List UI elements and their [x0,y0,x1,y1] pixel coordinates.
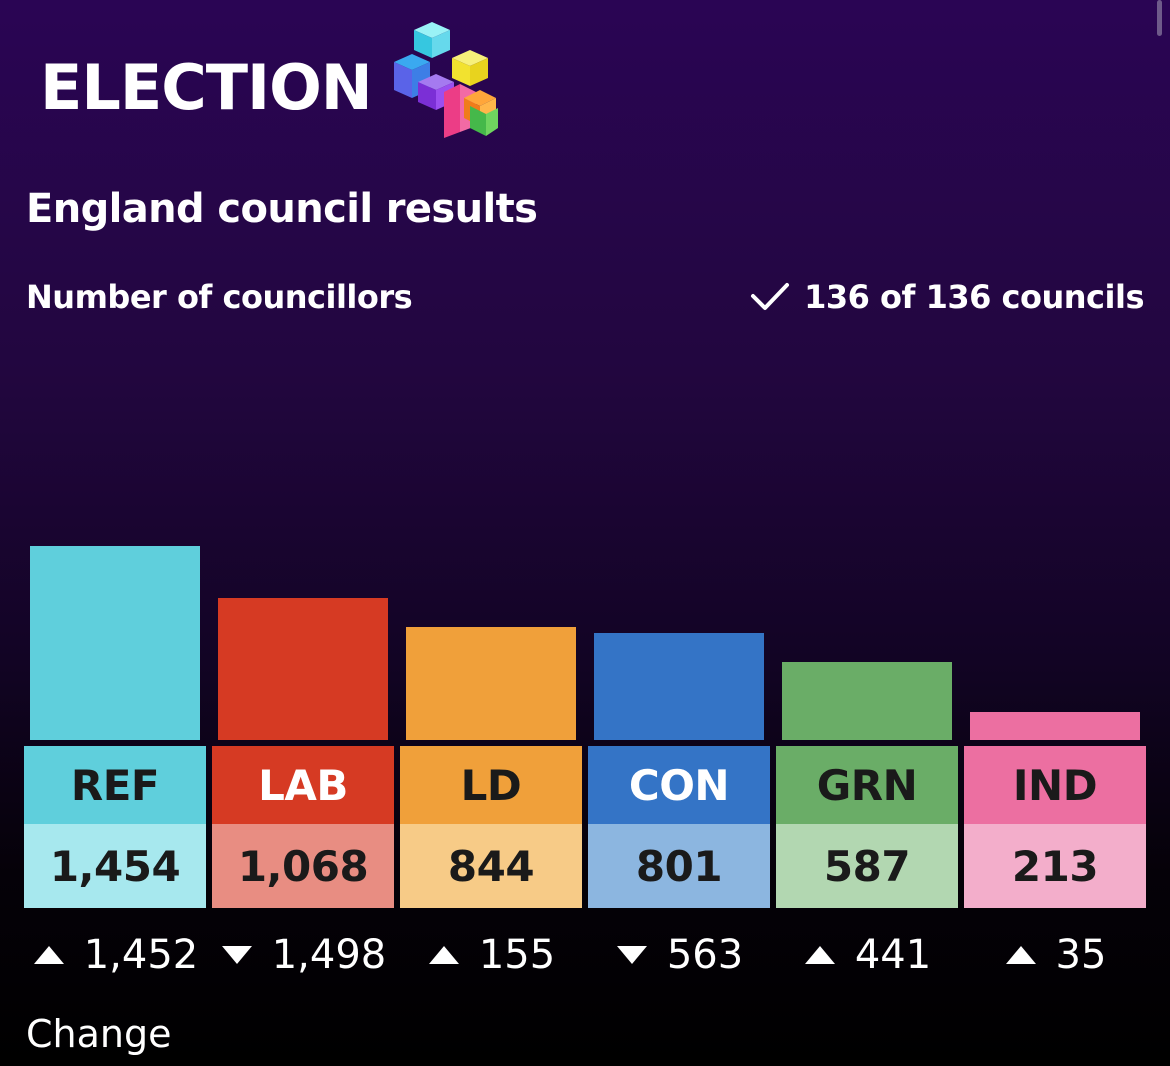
bar-ld [406,627,576,740]
party-box-grn: GRN 587 [776,746,958,908]
triangle-up-icon [428,946,459,964]
party-box-con: CON 801 [588,746,770,908]
chart-title: England council results [26,186,538,232]
councillor-count: 1,454 [24,824,206,908]
councillor-count: 1,068 [212,824,394,908]
change-value: 441 [854,932,932,978]
councillor-count: 801 [588,824,770,908]
party-label: REF [24,746,206,824]
party-label: GRN [776,746,958,824]
change-caption: Change [26,1012,172,1056]
party-label: LD [400,746,582,824]
chart-subtitle: Number of councillors [26,278,413,316]
change-con: 563 [585,928,773,982]
triangle-down-icon [616,946,647,964]
change-ld: 155 [397,928,585,982]
party-label: CON [588,746,770,824]
party-box-ind: IND 213 [964,746,1146,908]
party-box-lab: LAB 1,068 [212,746,394,908]
check-icon [751,283,790,310]
change-value: 155 [478,932,556,978]
brand-title: ELECTION [40,51,373,124]
change-grn: 441 [773,928,961,982]
change-value: 35 [1055,932,1107,978]
change-value: 563 [666,932,744,978]
party-label: LAB [212,746,394,824]
change-value: 1,498 [271,932,387,978]
scrollbar[interactable] [1157,0,1162,36]
triangle-up-icon [33,946,64,964]
bar-ind [970,712,1140,740]
party-box-ref: REF 1,454 [24,746,206,908]
bar-con [594,633,764,740]
bar-ref [30,546,200,740]
header: ELECTION [40,22,498,138]
councillor-count: 587 [776,824,958,908]
councillor-count: 213 [964,824,1146,908]
change-lab: 1,498 [209,928,397,982]
triangle-up-icon [1005,946,1036,964]
party-label: IND [964,746,1146,824]
bar-grn [782,662,952,740]
status-text: 136 of 136 councils [804,278,1144,316]
councillor-count: 844 [400,824,582,908]
bar-lab [218,598,388,740]
election-logo-icon [393,22,498,138]
change-ref: 1,452 [21,928,209,982]
triangle-down-icon [221,946,252,964]
change-ind: 35 [961,928,1149,982]
change-value: 1,452 [83,932,199,978]
triangle-up-icon [804,946,835,964]
results-status: 136 of 136 councils [750,278,1144,316]
party-box-ld: LD 844 [400,746,582,908]
